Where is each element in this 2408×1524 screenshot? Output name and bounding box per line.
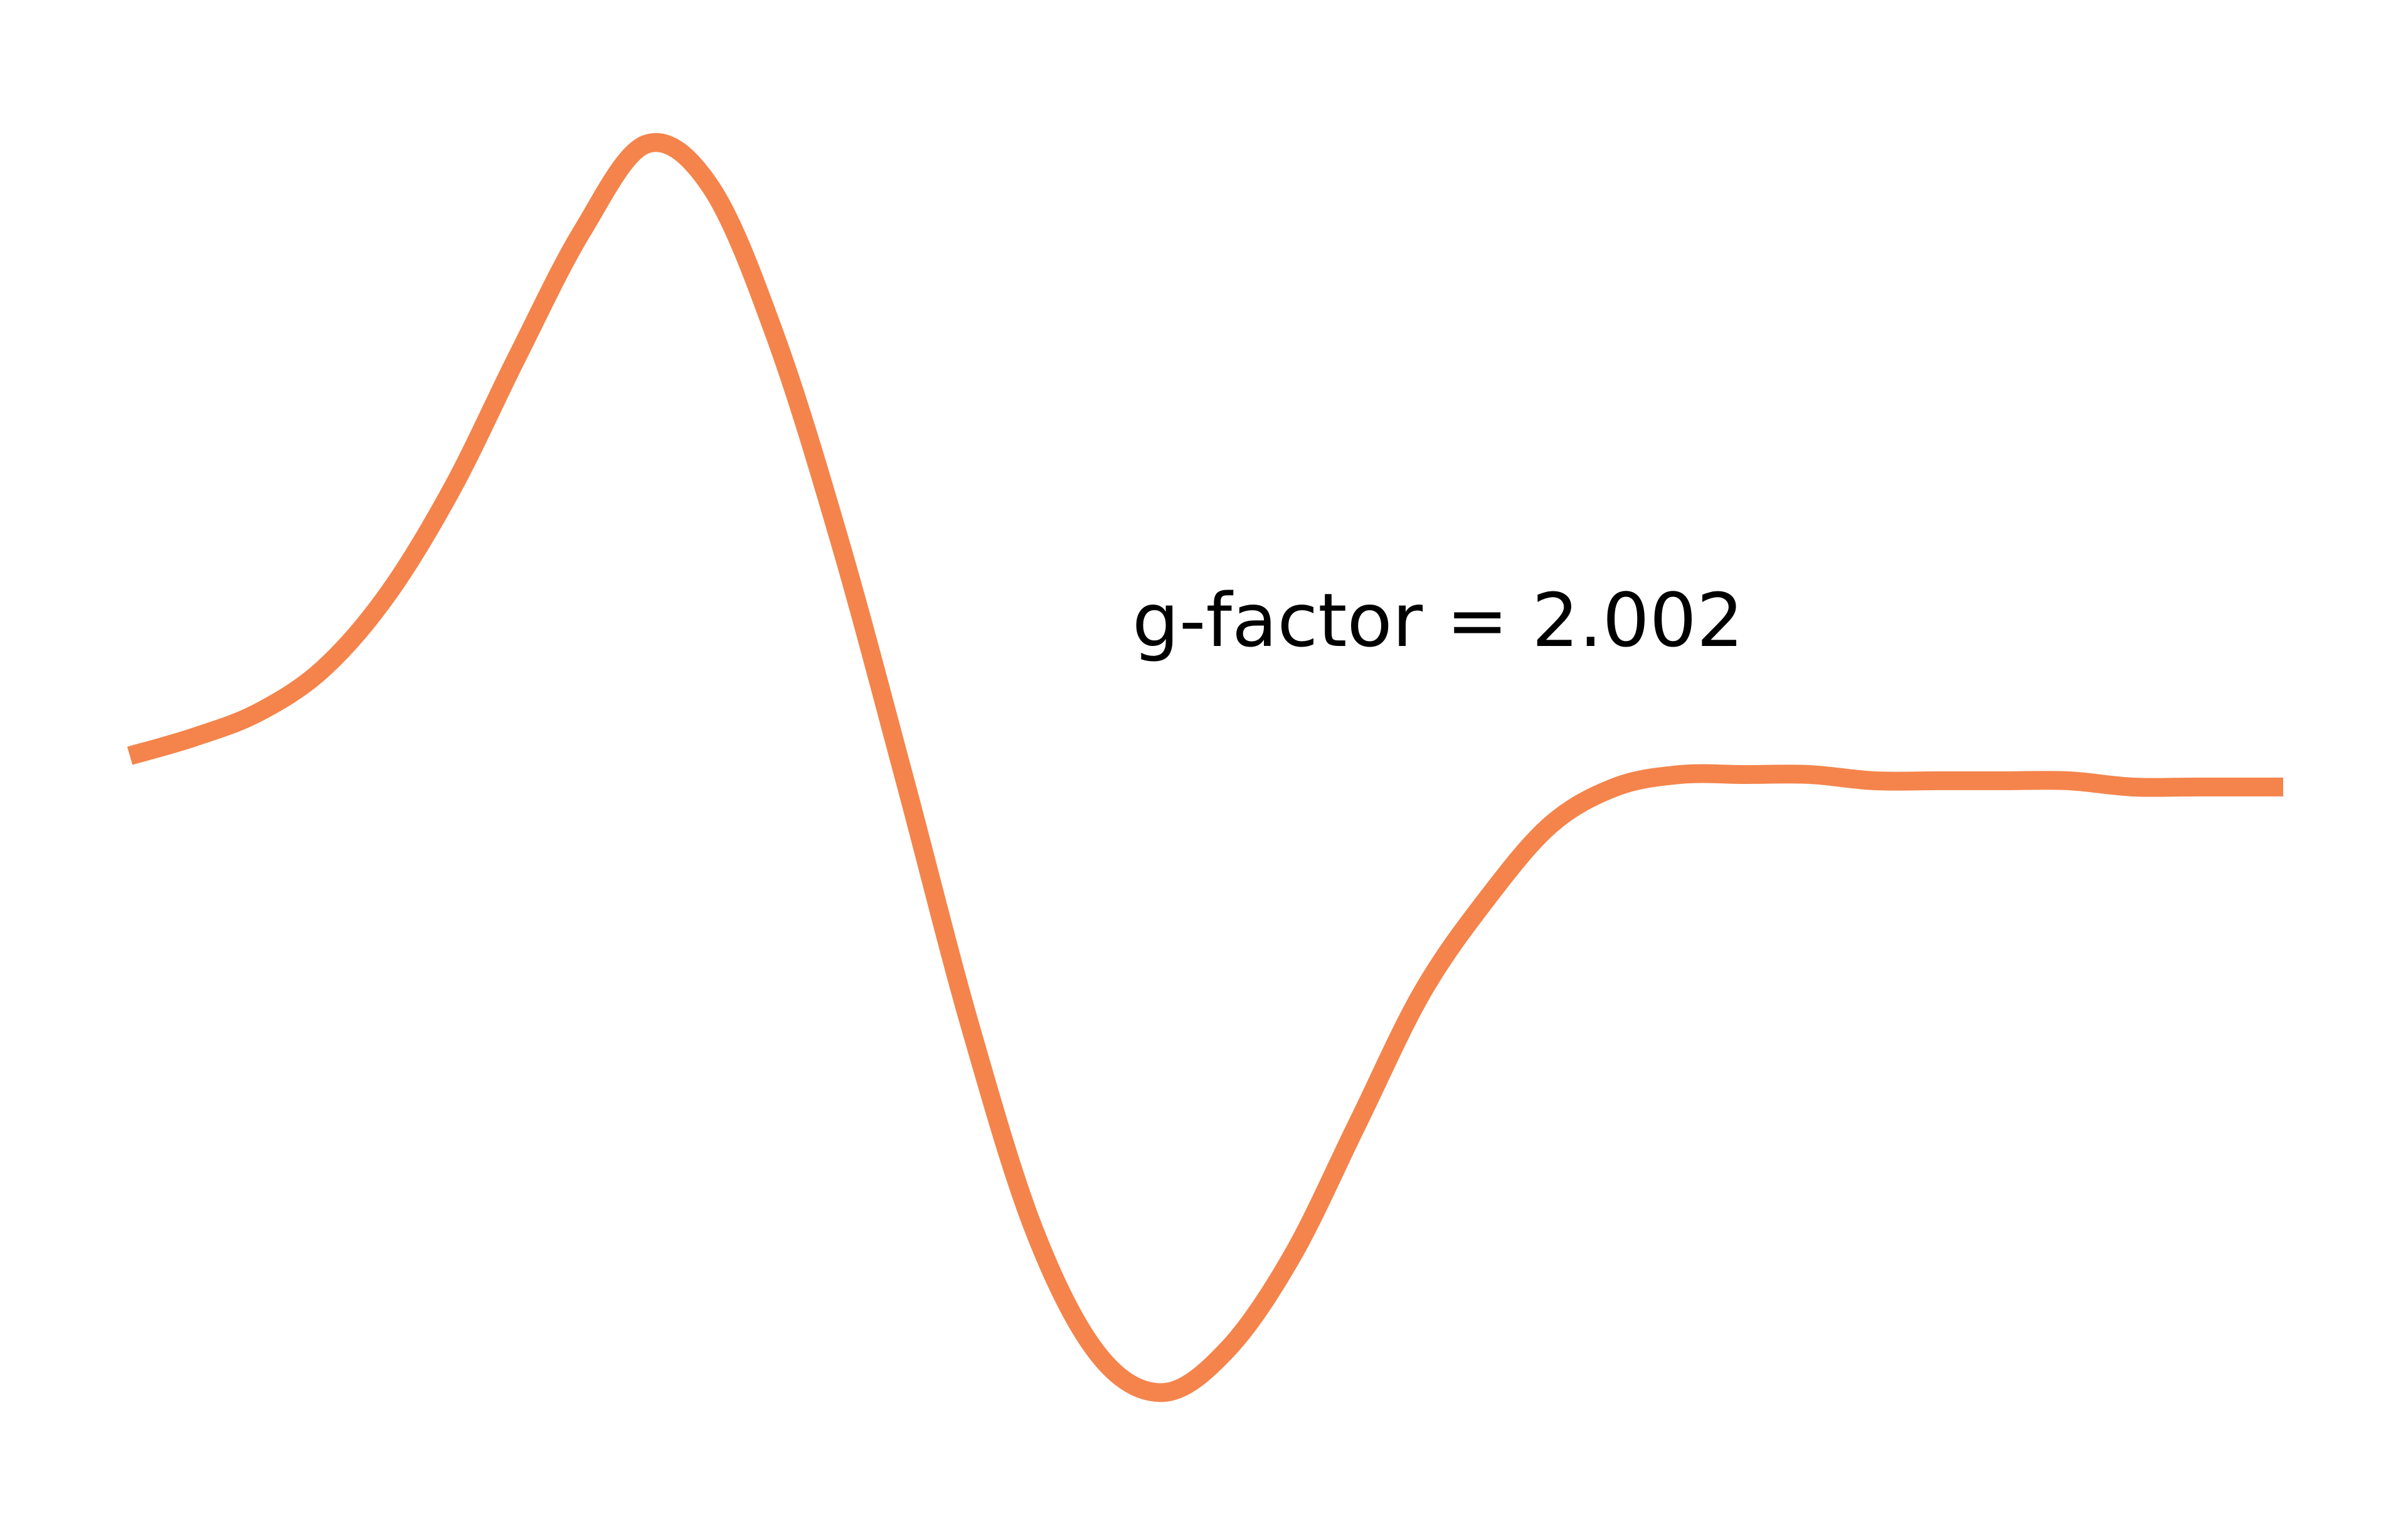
annotation-text: g-factor = 2.002 bbox=[1132, 577, 1744, 664]
series-line bbox=[127, 133, 2283, 1402]
plot-area bbox=[127, 133, 2283, 1402]
